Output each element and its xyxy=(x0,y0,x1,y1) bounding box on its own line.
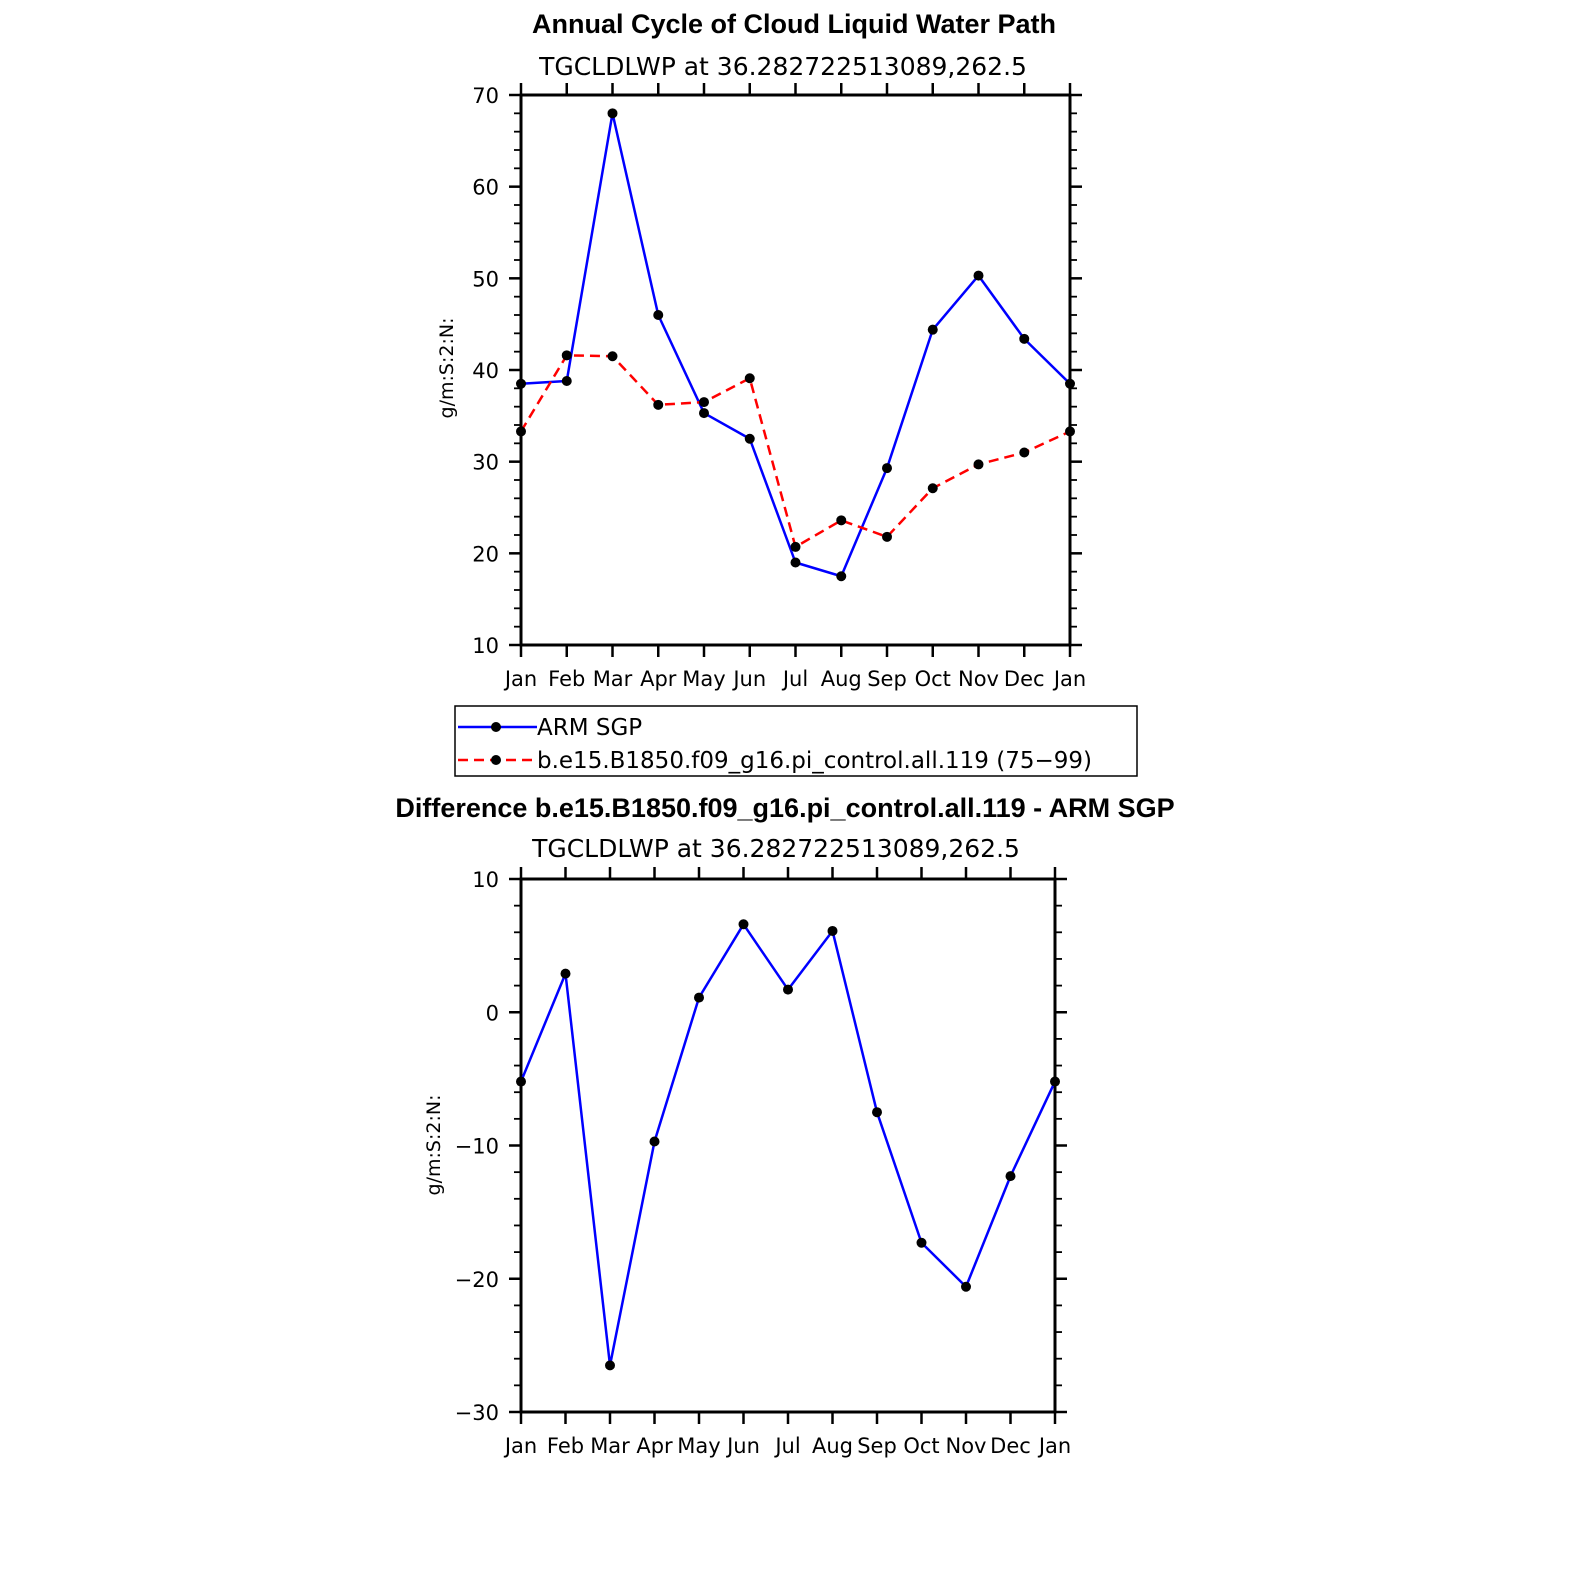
legend-box xyxy=(454,705,1138,777)
data-point xyxy=(961,1281,971,1292)
series-line-0 xyxy=(520,112,1071,578)
y-tick-label: 30 xyxy=(472,451,499,475)
x-tick-label: May xyxy=(682,667,725,691)
data-point xyxy=(1005,1171,1016,1182)
x-tick-label: Feb xyxy=(548,667,585,691)
y-tick-label: 70 xyxy=(472,84,499,108)
data-point xyxy=(653,310,664,320)
data-point xyxy=(783,984,793,995)
y-tick-label: 20 xyxy=(472,542,499,566)
x-tick-label: Dec xyxy=(1004,667,1045,691)
y-axis-label: g/m:S:2:N: xyxy=(436,318,458,419)
data-point xyxy=(1065,378,1075,389)
data-point xyxy=(560,968,571,979)
data-point xyxy=(1019,447,1030,458)
x-tick-label: Mar xyxy=(593,667,633,691)
x-tick-label: Apr xyxy=(640,667,677,691)
plot-area: Jan Feb Mar Apr May Jun Jul Aug Sep Oct Nov Dec Jan1… xyxy=(472,83,1086,691)
data-point xyxy=(699,397,709,408)
data-point xyxy=(916,1237,927,1248)
x-tick-label: Dec xyxy=(990,1434,1031,1458)
series-layer xyxy=(516,919,1060,1371)
data-point xyxy=(607,108,618,119)
x-tick-label: Jan xyxy=(503,1434,537,1458)
data-point xyxy=(744,433,755,444)
x-tick-label: Sep xyxy=(857,1434,897,1458)
data-point xyxy=(516,426,526,437)
x-tick-label: Jun xyxy=(725,1434,760,1458)
data-point xyxy=(561,350,572,361)
y-tick-label: −20 xyxy=(455,1268,499,1292)
x-tick-label: May xyxy=(677,1434,720,1458)
x-tick-label: Nov xyxy=(958,667,999,691)
data-point xyxy=(927,324,938,335)
x-tick-label: Jun xyxy=(731,667,766,691)
data-point xyxy=(516,378,526,389)
data-point xyxy=(827,925,838,936)
legend-marker-arm-sgp xyxy=(491,722,501,732)
data-point xyxy=(973,270,984,281)
data-point xyxy=(561,376,572,386)
legend-label-model: b.e15.B1850.f09_g16.pi_control.all.119 (… xyxy=(537,748,1092,774)
chart-subtitle: TGCLDLWP at 36.282722513089,262.5 xyxy=(538,52,1027,81)
y-tick-label: −30 xyxy=(455,1401,499,1425)
x-tick-label: Mar xyxy=(590,1434,630,1458)
x-tick-label: Oct xyxy=(903,1434,939,1458)
y-tick-label: −10 xyxy=(455,1135,499,1159)
legend-marker-model xyxy=(491,755,501,765)
chart-title: Annual Cycle of Cloud Liquid Water Path xyxy=(532,9,1056,39)
x-tick-label: Nov xyxy=(946,1434,987,1458)
data-point xyxy=(836,515,847,526)
difference-chart: Difference b.e15.B1850.f09_g16.pi_contro… xyxy=(395,793,1174,1458)
data-point xyxy=(605,1360,615,1371)
data-point xyxy=(836,571,847,582)
x-tick-label: Aug xyxy=(812,1434,853,1458)
y-tick-label: 40 xyxy=(472,359,499,383)
legend: ARM SGP b.e15.B1850.f09_g16.pi_control.a… xyxy=(454,705,1138,777)
data-point xyxy=(607,351,618,362)
x-tick-label: Oct xyxy=(915,667,951,691)
data-point xyxy=(1019,333,1030,344)
data-point xyxy=(649,1136,660,1147)
y-tick-label: 10 xyxy=(472,634,499,658)
data-point xyxy=(744,373,755,384)
annual-cycle-chart: Annual Cycle of Cloud Liquid Water Path … xyxy=(436,9,1086,691)
data-point xyxy=(790,557,801,568)
y-tick-label: 50 xyxy=(472,267,499,291)
x-tick-label: Aug xyxy=(821,667,862,691)
y-tick-label: 0 xyxy=(486,1001,499,1025)
x-tick-label: Sep xyxy=(867,667,907,691)
data-point xyxy=(516,1076,526,1087)
data-point xyxy=(927,483,938,494)
x-tick-label: Jan xyxy=(1052,667,1086,691)
data-point xyxy=(653,399,664,410)
data-point xyxy=(699,408,709,419)
data-point xyxy=(882,531,892,542)
chart-title: Difference b.e15.B1850.f09_g16.pi_contro… xyxy=(395,793,1174,823)
x-tick-label: Jan xyxy=(503,667,537,691)
x-tick-label: Jan xyxy=(1037,1434,1071,1458)
plot-frame xyxy=(519,877,1057,1414)
chart-subtitle: TGCLDLWP at 36.282722513089,262.5 xyxy=(531,834,1020,863)
x-tick-label: Feb xyxy=(547,1434,584,1458)
x-tick-label: Jul xyxy=(781,667,808,691)
x-tick-label: Apr xyxy=(636,1434,673,1458)
x-tick-label: Jul xyxy=(773,1434,800,1458)
y-axis-label: g/m:S:2:N: xyxy=(423,1095,445,1196)
plot-area: Jan Feb Mar Apr May Jun Jul Aug Sep Oct Nov Dec Jan−… xyxy=(455,867,1071,1458)
series-layer xyxy=(516,108,1075,582)
data-point xyxy=(1065,426,1075,437)
data-point xyxy=(790,541,801,552)
data-point xyxy=(1050,1076,1060,1087)
data-point xyxy=(882,463,892,474)
data-point xyxy=(973,459,984,470)
series-line-1 xyxy=(519,354,1071,549)
data-point xyxy=(694,992,704,1003)
legend-label-arm-sgp: ARM SGP xyxy=(537,715,642,741)
y-tick-label: 10 xyxy=(472,868,499,892)
data-point xyxy=(738,919,749,930)
data-point xyxy=(872,1107,882,1118)
y-tick-label: 60 xyxy=(472,176,499,200)
